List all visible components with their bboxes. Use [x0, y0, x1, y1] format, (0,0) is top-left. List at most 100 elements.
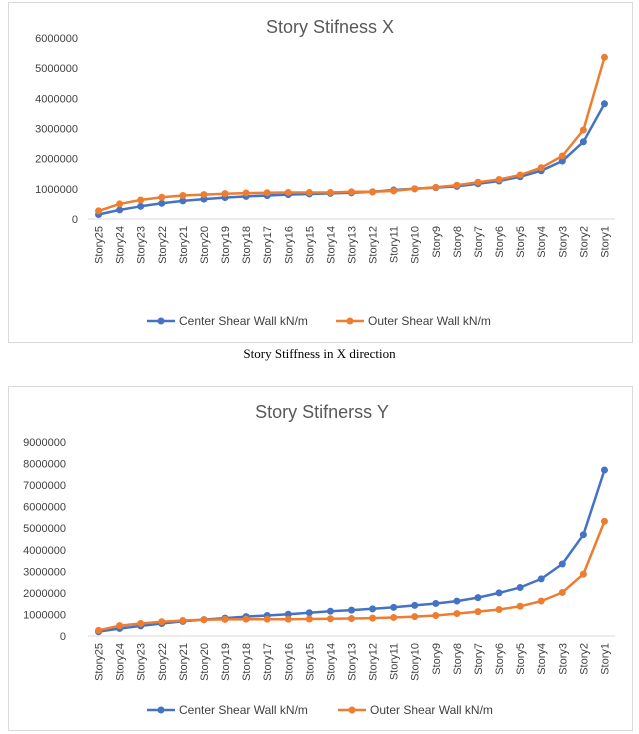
x-tick-label: Story16	[283, 643, 295, 681]
x-tick-label: Story5	[515, 226, 527, 258]
x-tick-label: Story6	[494, 226, 506, 258]
y-tick-label: 0	[60, 631, 66, 643]
x-tick-label: Story14	[325, 226, 337, 264]
data-point	[537, 164, 545, 172]
data-point	[558, 152, 566, 160]
data-point	[137, 619, 145, 627]
y-tick-label: 8000000	[23, 459, 66, 471]
x-tick-label: Story13	[347, 226, 359, 264]
legend-label: Center Shear Wall kN/m	[179, 703, 308, 717]
data-point	[158, 199, 166, 207]
data-point	[390, 187, 398, 195]
data-point	[390, 613, 398, 621]
x-tick-label: Story7	[473, 643, 485, 675]
data-point	[326, 188, 334, 196]
x-tick-label: Story4	[536, 226, 548, 258]
data-point	[116, 200, 124, 208]
x-tick-label: Story1	[599, 643, 611, 675]
x-tick-label: Story21	[178, 643, 190, 681]
y-tick-label: 4000000	[35, 93, 78, 105]
chart-title: Story Stifnerss Y	[255, 402, 389, 422]
series-line	[98, 56, 606, 213]
y-tick-label: 4000000	[23, 545, 66, 557]
data-point	[369, 614, 377, 622]
series-line	[98, 103, 606, 216]
data-point	[453, 181, 461, 189]
data-point	[453, 597, 461, 605]
y-tick-label: 6000000	[23, 502, 66, 514]
chart-title: Story Stifness X	[266, 17, 394, 37]
data-point	[326, 615, 334, 623]
data-point	[116, 622, 124, 630]
data-point	[326, 607, 334, 615]
data-point	[600, 100, 608, 108]
data-point	[516, 602, 524, 610]
x-tick-label: Story4	[536, 643, 548, 675]
data-point	[179, 616, 187, 624]
x-tick-label: Story22	[157, 643, 169, 681]
x-tick-label: Story23	[136, 226, 148, 264]
data-point	[495, 175, 503, 183]
y-tick-label: 1000000	[35, 184, 78, 196]
data-point	[95, 626, 103, 634]
data-point	[600, 53, 608, 61]
x-tick-label: Story20	[199, 643, 211, 681]
y-tick-label: 5000000	[23, 523, 66, 535]
data-point	[579, 126, 587, 134]
x-tick-label: Story19	[220, 226, 232, 264]
y-tick-label: 9000000	[23, 437, 66, 449]
data-point	[432, 183, 440, 191]
data-point	[579, 531, 587, 539]
x-tick-label: Story14	[325, 643, 337, 681]
legend-label: Outer Shear Wall kN/m	[370, 703, 493, 717]
legend-label: Outer Shear Wall kN/m	[368, 314, 491, 328]
x-tick-label: Story18	[241, 643, 253, 681]
data-point	[179, 197, 187, 205]
x-tick-label: Story10	[410, 643, 422, 681]
y-tick-label: 1000000	[23, 609, 66, 621]
x-tick-label: Story25	[94, 643, 106, 681]
x-tick-label: Story25	[94, 226, 106, 264]
x-tick-label: Story23	[136, 643, 148, 681]
data-point	[305, 188, 313, 196]
x-tick-label: Story3	[557, 643, 569, 675]
x-tick-label: Story17	[262, 226, 274, 264]
y-tick-label: 6000000	[35, 33, 78, 45]
x-tick-label: Story12	[368, 643, 380, 681]
data-point	[537, 575, 545, 583]
data-point	[537, 597, 545, 605]
data-point	[305, 609, 313, 617]
data-point	[495, 589, 503, 597]
data-point	[558, 157, 566, 165]
legend-label: Center Shear Wall kN/m	[179, 314, 308, 328]
data-point	[411, 185, 419, 193]
data-point	[137, 196, 145, 204]
chart-story-stiffness-y	[8, 386, 633, 731]
x-tick-label: Story24	[115, 643, 127, 681]
data-point	[116, 206, 124, 214]
y-tick-label: 7000000	[23, 480, 66, 492]
data-point	[411, 601, 419, 609]
data-point	[221, 615, 229, 623]
x-tick-label: Story13	[347, 643, 359, 681]
data-point	[263, 615, 271, 623]
data-point	[516, 171, 524, 179]
data-point	[284, 615, 292, 623]
data-point	[474, 594, 482, 602]
data-point	[137, 202, 145, 210]
data-point	[390, 603, 398, 611]
x-tick-label: Story11	[389, 643, 401, 680]
data-point	[474, 608, 482, 616]
data-point	[432, 612, 440, 620]
data-point	[474, 178, 482, 186]
y-tick-label: 0	[72, 214, 78, 226]
x-tick-label: Story10	[410, 226, 422, 264]
x-tick-label: Story1	[599, 226, 611, 258]
data-point	[558, 588, 566, 596]
data-point	[369, 605, 377, 613]
data-point	[242, 615, 250, 623]
data-point	[179, 191, 187, 199]
data-point	[305, 615, 313, 623]
x-tick-label: Story8	[452, 226, 464, 258]
